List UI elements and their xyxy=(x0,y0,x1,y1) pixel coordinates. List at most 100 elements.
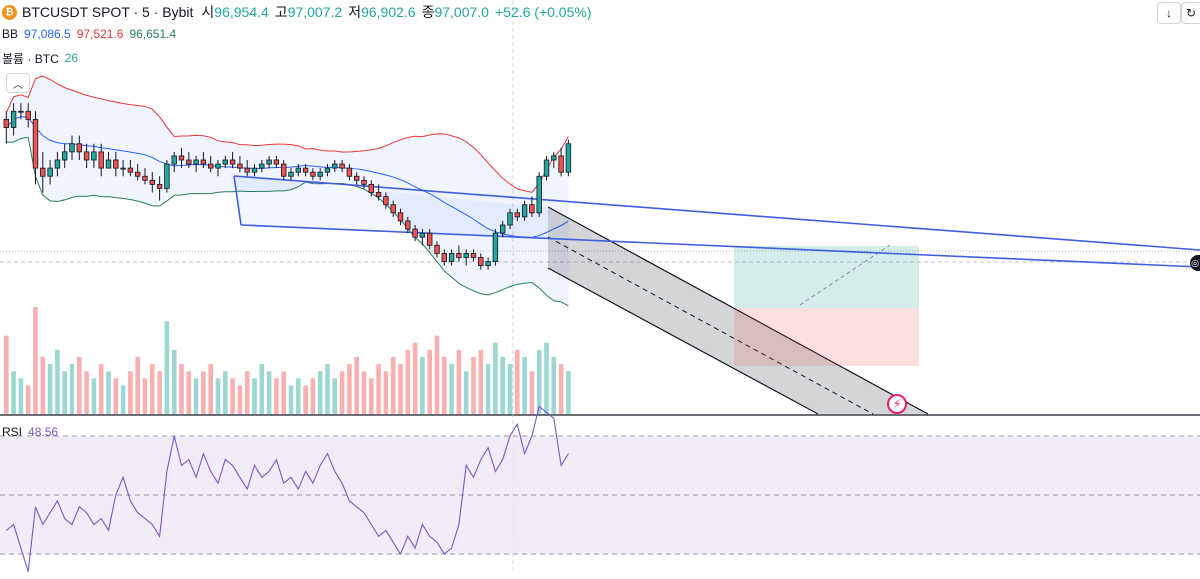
volume-bar xyxy=(223,371,228,414)
candle-body xyxy=(332,163,338,169)
price-axis-marker[interactable]: ◎ xyxy=(1190,255,1200,271)
candle-body xyxy=(361,179,367,185)
candle-body xyxy=(32,118,39,169)
volume-bar xyxy=(208,364,213,414)
volume-bar xyxy=(558,364,564,414)
volume-bar xyxy=(150,364,155,414)
candle-body xyxy=(339,163,345,169)
candle-body xyxy=(120,167,126,170)
volume-bar xyxy=(434,335,440,414)
chevron-up-icon: ︿ xyxy=(13,79,23,91)
candle-body xyxy=(324,167,331,173)
candle-body xyxy=(507,212,513,226)
candle-body xyxy=(54,159,61,169)
symbol-legend: ₿ BTCUSDT SPOT · 5 · Bybit 시 96,954.4 고 … xyxy=(0,2,597,22)
low-label: 저 xyxy=(348,4,362,20)
volume-bar xyxy=(390,357,396,414)
volume-bar xyxy=(361,371,367,414)
bb-legend[interactable]: BB 97,086.5 97,521.6 96,651.4 xyxy=(0,26,182,42)
candle-body xyxy=(499,224,506,234)
candle-body xyxy=(62,151,68,161)
volume-bar xyxy=(4,335,9,414)
volume-bar xyxy=(485,364,491,414)
candle-body xyxy=(244,167,250,173)
bb-upper-line xyxy=(5,75,569,193)
arrow-down-icon: ↓ xyxy=(1166,6,1172,20)
volume-bar xyxy=(237,385,243,414)
candle-body xyxy=(3,118,9,128)
collapse-legend-button[interactable]: ︿ xyxy=(6,73,30,93)
volume-bar xyxy=(77,357,82,414)
candle-body xyxy=(207,163,214,169)
volume-bar xyxy=(522,357,527,414)
volume-bar xyxy=(186,371,192,414)
high-value: 97,007.2 xyxy=(287,4,343,20)
candle-body xyxy=(134,171,141,177)
candle-body xyxy=(193,159,199,165)
open-value: 96,954.4 xyxy=(214,4,269,20)
volume-bar xyxy=(412,342,418,414)
volume-bar xyxy=(128,371,133,414)
download-button[interactable]: ↓ xyxy=(1157,2,1181,24)
rsi-line xyxy=(5,405,569,572)
lightning-badge[interactable]: ⚡ xyxy=(887,394,907,414)
volume-bar xyxy=(244,371,250,414)
candle-body xyxy=(273,159,280,165)
close-value: 97,007.0 xyxy=(434,4,489,20)
candle-body xyxy=(485,261,491,267)
symbol-title[interactable]: BTCUSDT SPOT · 5 · Bybit xyxy=(22,4,194,20)
candle-body xyxy=(521,204,528,218)
candle-body xyxy=(98,151,104,169)
candle-body xyxy=(10,110,17,128)
volume-bar xyxy=(215,378,221,414)
volume-bar xyxy=(347,364,352,414)
volume-bar xyxy=(339,371,345,414)
candle-body xyxy=(178,155,185,161)
volume-bar xyxy=(398,364,403,414)
refresh-button[interactable]: ↻ xyxy=(1181,2,1200,24)
channel-mid-line xyxy=(547,236,874,415)
candle-body xyxy=(186,159,192,165)
rsi-legend[interactable]: RSI 48.56 xyxy=(0,424,58,440)
candle-body xyxy=(375,192,382,197)
bb-upper-value: 97,521.6 xyxy=(76,27,124,41)
open-label: 시 xyxy=(201,4,215,20)
candle-body xyxy=(478,257,484,267)
volume-bar xyxy=(463,371,469,414)
candle-body xyxy=(419,232,426,238)
volume-bar xyxy=(47,364,53,414)
bb-lower-value: 96,651.4 xyxy=(129,27,177,41)
candle-body xyxy=(171,155,177,165)
rsi-label: RSI xyxy=(2,425,23,439)
volume-bar xyxy=(442,357,447,414)
volume-bar xyxy=(310,378,316,414)
volume-bar xyxy=(33,307,38,414)
candle-body xyxy=(91,151,97,161)
volume-bar xyxy=(332,378,338,414)
candle-body xyxy=(368,183,374,193)
candle-body xyxy=(156,183,163,189)
volume-bar xyxy=(317,371,323,414)
volume-bar xyxy=(135,357,140,414)
candle-body xyxy=(405,220,411,230)
volume-bar xyxy=(500,357,505,414)
volume-bar xyxy=(515,349,520,414)
volume-bar xyxy=(69,364,75,414)
volume-bar xyxy=(420,357,425,414)
candle-body xyxy=(310,171,316,177)
candle-body xyxy=(558,155,564,173)
position-profit-zone xyxy=(734,246,919,308)
candle-body xyxy=(346,167,353,177)
volume-bar xyxy=(427,349,432,414)
rsi-value: 48.56 xyxy=(28,425,59,439)
volume-bar xyxy=(471,357,476,414)
volume-bar xyxy=(369,378,374,414)
candle-body xyxy=(470,253,477,258)
bb-lower-line xyxy=(6,136,569,307)
target-icon: ◎ xyxy=(1191,257,1199,268)
volume-legend[interactable]: 볼륨 · BTC 26 xyxy=(0,50,78,66)
volume-bar xyxy=(566,371,571,414)
volume-bar xyxy=(120,385,126,414)
